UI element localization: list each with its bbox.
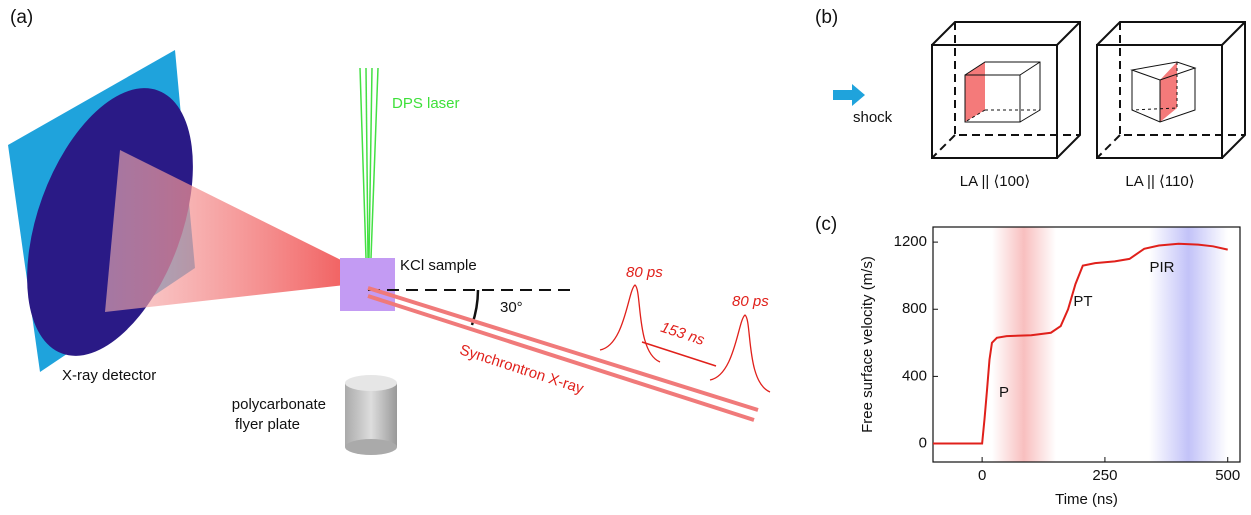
pulse xyxy=(600,285,660,362)
annotation: P xyxy=(999,384,1009,401)
flyer-label: polycarbonate xyxy=(232,396,326,413)
panel-label: (a) xyxy=(10,7,33,28)
cube-label: LA || ⟨100⟩ xyxy=(960,173,1030,190)
sample-label: KCl sample xyxy=(400,257,477,274)
diffraction-cone xyxy=(105,150,345,312)
interval-arrow xyxy=(642,342,716,366)
interval-label: 153 ns xyxy=(658,319,707,349)
cube-1 xyxy=(932,22,1080,158)
detector-label: X-ray detector xyxy=(62,367,156,384)
chart: 0 250 500 0 400 800 1200 Time (ns) Free surface … xyxy=(859,227,1240,508)
annotation: PT xyxy=(1073,293,1092,310)
y-tick-label: 0 xyxy=(919,435,927,452)
shock-label: shock xyxy=(853,109,893,126)
laser xyxy=(360,68,378,258)
xray-beam xyxy=(368,288,758,420)
plane xyxy=(1160,62,1177,122)
shock-arrow xyxy=(833,84,865,106)
y-tick-label: 1200 xyxy=(894,233,927,250)
angle-label: 30° xyxy=(500,299,523,316)
y-tick-label: 400 xyxy=(902,367,927,384)
x-tick-label: 500 xyxy=(1215,467,1240,484)
panel-label: (b) xyxy=(815,7,838,28)
cube-label: LA || ⟨110⟩ xyxy=(1125,173,1194,190)
figure: (a) DPS laser KCl sample 30° 80 ps 80 ps… xyxy=(0,0,1251,515)
x-tick-label: 250 xyxy=(1092,467,1117,484)
annotation: PIR xyxy=(1149,259,1174,276)
pulse-label: 80 ps xyxy=(626,264,663,281)
pulse xyxy=(710,315,770,392)
shaded-region xyxy=(992,227,1056,462)
panel-label: (c) xyxy=(815,214,837,235)
flyer-label: flyer plate xyxy=(235,416,300,433)
flyer-top xyxy=(345,375,397,391)
y-tick-label: 800 xyxy=(902,300,927,317)
x-tick-label: 0 xyxy=(978,467,986,484)
plane xyxy=(965,62,985,122)
flyer-bottom xyxy=(345,439,397,455)
x-axis-label: Time (ns) xyxy=(1055,491,1118,508)
pulse-label: 80 ps xyxy=(732,293,769,310)
y-axis-label: Free surface velocity (m/s) xyxy=(859,256,876,433)
flyer xyxy=(345,383,397,447)
laser-label: DPS laser xyxy=(392,95,460,112)
